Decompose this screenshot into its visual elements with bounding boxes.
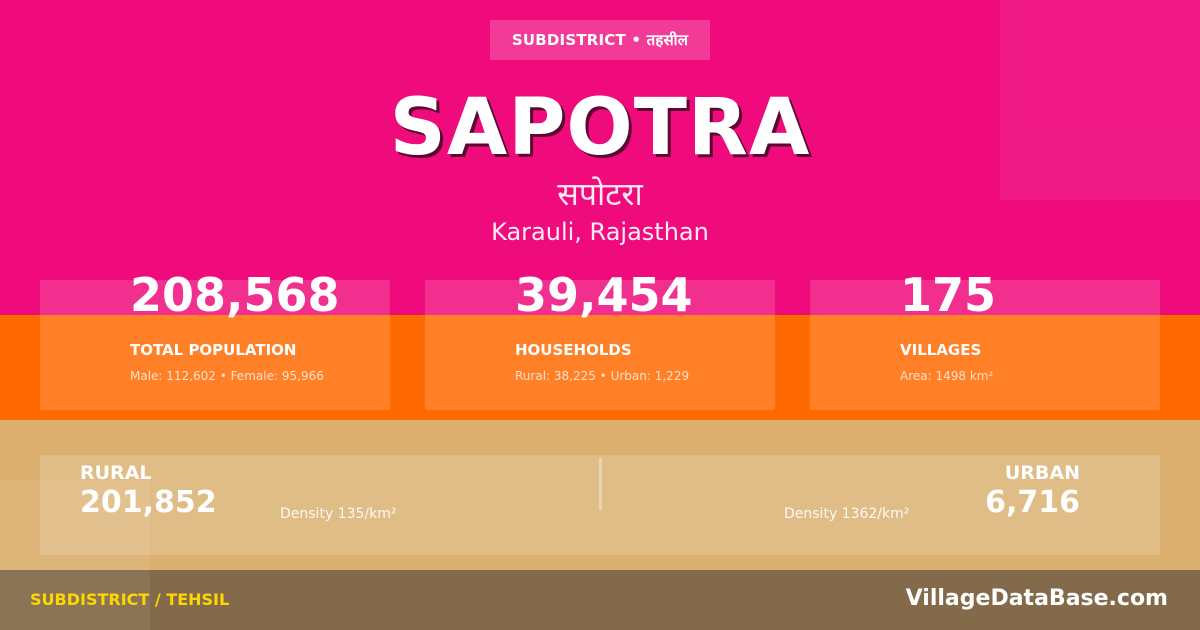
urban-density: Density 1362/km² — [784, 506, 910, 522]
stat-card-population: 208,568 TOTAL POPULATION Male: 112,602 •… — [40, 268, 390, 410]
rural-urban-card: RURAL 201,852 Density 135/km² Density 13… — [40, 455, 1160, 555]
site-brand[interactable]: VillageDataBase.com — [905, 586, 1168, 611]
footer-band — [0, 570, 1200, 630]
stat-value: 39,454 — [515, 268, 693, 322]
decorative-square — [1000, 0, 1200, 200]
stat-sub: Male: 112,602 • Female: 95,966 — [130, 369, 324, 383]
stat-value: 208,568 — [130, 268, 340, 322]
urban-value: 6,716 — [985, 485, 1080, 520]
divider — [599, 458, 602, 510]
stat-label: VILLAGES — [900, 341, 982, 359]
stat-card-households: 39,454 HOUSEHOLDS Rural: 38,225 • Urban:… — [425, 268, 775, 410]
decorative-square-left — [0, 480, 150, 630]
stat-sub: Rural: 38,225 • Urban: 1,229 — [515, 369, 690, 383]
location-text: Karauli, Rajasthan — [491, 218, 709, 246]
stats-band — [0, 315, 1200, 420]
rural-label: RURAL — [80, 462, 152, 484]
subdistrict-badge: SUBDISTRICT • तहसील — [490, 20, 710, 60]
stat-value: 175 — [900, 268, 997, 322]
page-title-local: सपोटरा — [557, 175, 643, 213]
urban-label: URBAN — [1004, 462, 1080, 484]
stat-label: HOUSEHOLDS — [515, 341, 632, 359]
stat-label: TOTAL POPULATION — [130, 341, 297, 359]
page-title: SAPOTRA — [389, 83, 811, 173]
stat-sub: Area: 1498 km² — [900, 369, 994, 383]
rural-urban-band — [0, 420, 1200, 570]
rural-value: 201,852 — [80, 485, 217, 520]
stat-card-villages: 175 VILLAGES Area: 1498 km² — [810, 268, 1160, 410]
header-band — [0, 0, 1200, 315]
footer-category: SUBDISTRICT / TEHSIL — [30, 590, 230, 609]
rural-density: Density 135/km² — [280, 506, 397, 522]
